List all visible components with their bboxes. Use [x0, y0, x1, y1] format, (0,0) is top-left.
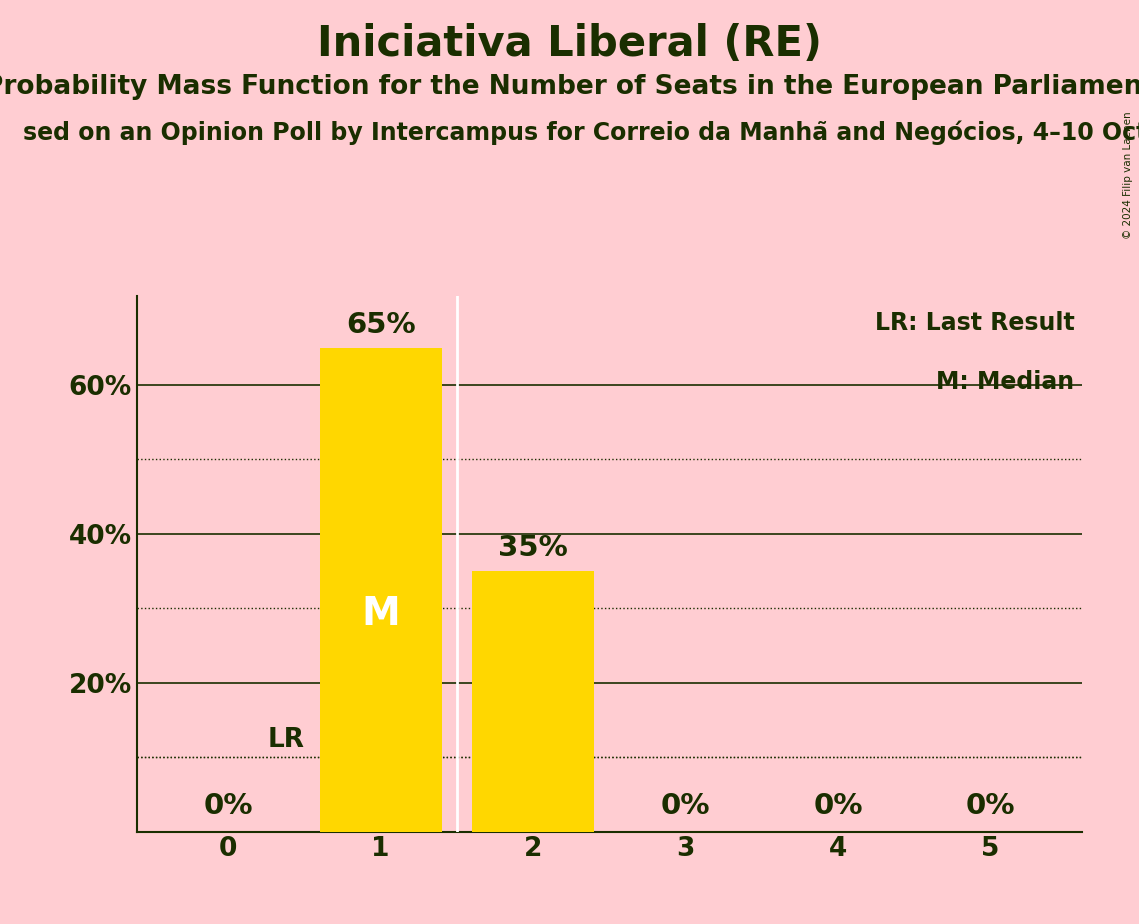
- Text: 0%: 0%: [813, 793, 863, 821]
- Text: LR: LR: [268, 727, 304, 753]
- Text: LR: Last Result: LR: Last Result: [875, 310, 1074, 334]
- Text: © 2024 Filip van Laenen: © 2024 Filip van Laenen: [1123, 111, 1133, 238]
- Text: Probability Mass Function for the Number of Seats in the European Parliament: Probability Mass Function for the Number…: [0, 74, 1139, 100]
- Text: M: M: [361, 595, 400, 633]
- Bar: [473, 571, 595, 832]
- Text: sed on an Opinion Poll by Intercampus for Correio da Manhã and Negócios, 4–10 : sed on an Opinion Poll by Intercampus fo…: [23, 120, 1139, 145]
- Text: Iniciativa Liberal (RE): Iniciativa Liberal (RE): [317, 23, 822, 65]
- Text: 0%: 0%: [661, 793, 711, 821]
- Bar: [320, 347, 442, 832]
- Text: 0%: 0%: [204, 793, 253, 821]
- Text: 35%: 35%: [498, 534, 568, 562]
- Text: 65%: 65%: [346, 310, 416, 339]
- Text: 0%: 0%: [966, 793, 1015, 821]
- Text: M: Median: M: Median: [936, 371, 1074, 395]
